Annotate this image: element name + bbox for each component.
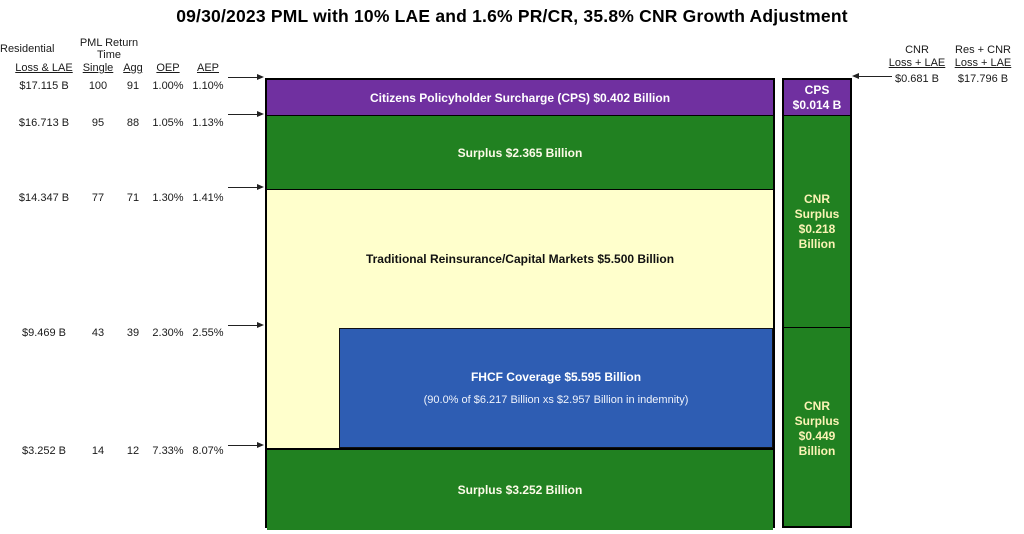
oep-value: 2.30% [152,327,184,339]
layer-fhcf-sublabel: (90.0% of $6.217 Billion xs $2.957 Billi… [423,394,689,406]
agg-value: 91 [126,80,140,92]
cnr-upper-label-line: Surplus [794,206,840,221]
cnr-upper-label-line: $0.218 [798,221,836,236]
loss-lae-value: $17.115 B [19,80,69,92]
cnr-segment-surplus-upper: CNR Surplus $0.218 Billion [784,116,850,328]
oep-value: 1.05% [152,117,184,129]
cnr-cps-label-line2: $0.014 B [792,97,842,112]
layer-cps: Citizens Policyholder Surcharge (CPS) $0… [267,80,773,116]
layer-fhcf-label: FHCF Coverage $5.595 Billion [470,370,642,384]
single-value: 95 [91,117,105,129]
single-value: 77 [91,192,105,204]
layer-surplus-bottom: Surplus $3.252 Billion [267,448,773,530]
attachment-arrow-icon [852,71,892,81]
oep-value: 7.33% [152,445,184,457]
cnr-lower-label-line: $0.449 [798,429,836,443]
loss-lae-value: $16.713 B [18,117,70,129]
layer-reinsurance-label: Traditional Reinsurance/Capital Markets … [365,252,675,266]
right-axis-res-cnr-value: $17.796 B [957,73,1009,85]
left-axis-col-header-loss-lae: Loss & LAE [15,62,73,74]
layer-cps-label: Citizens Policyholder Surcharge (CPS) $0… [369,90,671,105]
right-axis-cnr-header-line1: CNR [905,44,929,56]
agg-value: 71 [126,192,140,204]
attachment-arrow-icon [228,320,264,330]
left-axis-col-header-single: Single [82,62,114,74]
cnr-upper-label-line: Billion [798,236,836,251]
single-value: 100 [88,80,108,92]
left-axis-residential-header: Residential [0,43,55,55]
aep-value: 8.07% [192,445,224,457]
left-axis-col-header-aep: AEP [196,62,219,74]
aep-value: 2.55% [192,327,224,339]
right-axis-cnr-value: $0.681 B [894,73,940,85]
right-axis-res-cnr-header-line1: Res + CNR [955,44,1011,56]
oep-value: 1.00% [152,80,184,92]
layer-fhcf: FHCF Coverage $5.595 Billion (90.0% of $… [339,328,773,448]
single-value: 43 [91,327,105,339]
layer-surplus-top: Surplus $2.365 Billion [267,116,773,190]
loss-lae-value: $3.252 B [21,445,67,457]
attachment-arrow-icon [228,182,264,192]
agg-value: 88 [126,117,140,129]
cnr-lower-label-line: Billion [798,444,836,458]
main-funding-tower: Citizens Policyholder Surcharge (CPS) $0… [265,78,775,530]
cnr-lower-label-line: Surplus [794,414,840,428]
layer-surplus-bottom-label: Surplus $3.252 Billion [457,483,583,497]
left-axis-col-header-oep: OEP [156,62,180,74]
single-value: 14 [91,445,105,457]
right-axis-cnr-header-line2: Loss + LAE [888,57,946,69]
right-axis-res-cnr-header-line2: Loss + LAE [954,57,1012,69]
agg-value: 12 [126,445,140,457]
agg-value: 39 [126,327,140,339]
left-axis-col-header-agg: Agg [123,62,143,74]
aep-value: 1.13% [192,117,224,129]
cnr-segment-cps: CPS $0.014 B [784,80,850,116]
aep-value: 1.10% [192,80,224,92]
aep-value: 1.41% [192,192,224,204]
cnr-bar: CPS $0.014 B CNR Surplus $0.218 Billion … [782,78,852,528]
loss-lae-value: $9.469 B [21,327,67,339]
cnr-upper-label-line: CNR [804,191,830,206]
left-axis-pml-return-header-line2: Time [96,49,122,61]
attachment-arrow-icon [228,109,264,119]
left-axis-pml-return-header-line1: PML Return [79,37,139,49]
attachment-arrow-icon [228,440,264,450]
oep-value: 1.30% [152,192,184,204]
attachment-arrow-icon [228,72,264,82]
layer-surplus-top-label: Surplus $2.365 Billion [457,145,583,160]
chart-title: 09/30/2023 PML with 10% LAE and 1.6% PR/… [176,6,848,26]
cnr-segment-surplus-lower: CNR Surplus $0.449 Billion [784,328,850,530]
layer-traditional-reinsurance: Traditional Reinsurance/Capital Markets … [267,190,773,328]
cnr-lower-label-line: CNR [804,399,830,413]
loss-lae-value: $14.347 B [18,192,70,204]
cnr-cps-label-line1: CPS [804,82,830,97]
